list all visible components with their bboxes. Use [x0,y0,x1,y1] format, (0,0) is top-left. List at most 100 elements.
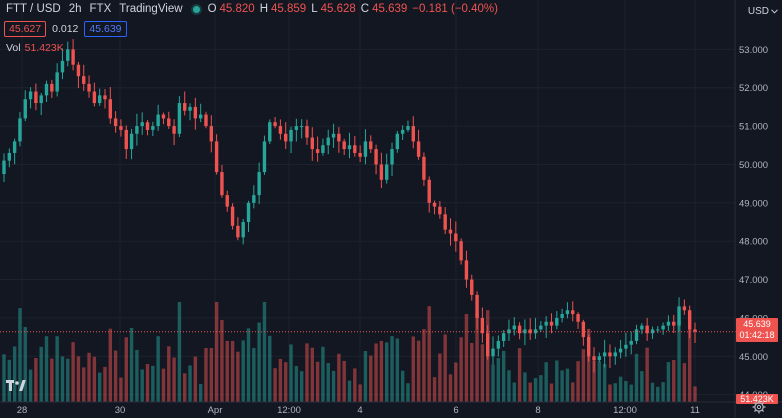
candle-body [284,133,288,142]
close-value: 45.639 [372,3,408,15]
volume-bar [337,353,341,402]
volume-bar [406,383,410,402]
currency-button[interactable]: USD [748,6,778,17]
volume-bar [470,343,474,402]
candle-body [230,206,235,226]
open-value: 45.820 [219,3,255,15]
candle-body [470,279,474,295]
volume-bar [533,378,538,402]
volume-bar [443,334,447,402]
last-price-value: 45.639 [743,319,771,329]
chevron-down-icon [771,9,778,14]
volume-bar [225,340,229,402]
candle-body [246,202,251,222]
volume-bar [432,377,437,402]
volume-bar [183,373,187,402]
volume-bar [656,386,660,402]
volume-bar [140,369,144,402]
symbol-title[interactable]: FTT / USD [6,3,61,15]
candle-body [337,133,341,142]
volume-bar [113,350,118,402]
candle-body [390,149,394,165]
volume-bar [39,346,43,402]
candle-body [448,229,453,234]
candle-body [262,141,267,173]
candle-body [533,329,538,334]
candle-body [76,64,81,77]
time-tick-label: Apr [208,405,223,416]
last-price-tag: 45.639 01:42:18 [736,318,778,342]
volume-bar [103,366,107,402]
volume-bar [640,371,644,402]
volume-bar [167,346,171,402]
candle-body [539,325,543,330]
price-axis[interactable]: 53.000 52.000 51.000 50.000 49.000 48.000 47.0… [734,0,768,418]
volume-bar [358,384,362,402]
candle-body [236,225,240,238]
volume-bar [193,356,198,402]
candle-body [528,329,532,334]
tradingview-logo-icon[interactable] [6,378,26,394]
low-label: L [311,3,318,15]
candle-body [687,310,692,330]
volume-bar [220,320,224,402]
candle-body [305,126,309,138]
volume-bar [438,353,442,402]
candle-body [294,126,299,130]
candle-body [369,141,373,150]
candle-body [549,321,554,326]
buy-button[interactable]: 45.639 [84,21,127,37]
gear-icon[interactable] [752,400,766,414]
volume-bar [369,355,373,402]
volume-bar [597,361,602,402]
volume-label: Vol [6,42,21,54]
spread-value: 0.012 [52,23,79,35]
candle-body [602,352,607,357]
time-axis[interactable]: 28 30 Apr 12:00 4 6 8 12:00 11 [0,401,782,416]
candle-body [39,95,43,104]
candle-body [422,156,426,180]
volume-bar [278,358,283,402]
interval-label[interactable]: 2h [68,3,82,15]
volume-bar [342,360,346,402]
candle-body [50,83,54,92]
sell-button[interactable]: 45.627 [4,21,47,37]
volume-bar [28,369,33,402]
candle-body [326,137,330,146]
candle-body [586,337,591,357]
candle-body [454,233,458,242]
open-label: O [207,3,217,15]
market-status-icon[interactable] [192,5,200,13]
volume-bar [459,337,463,402]
candle-body [167,118,171,127]
volume-bar [82,367,86,402]
candle-body [241,222,245,238]
volume-bar [87,352,91,402]
price-tick-label: 53.000 [739,45,768,56]
candle-body [347,145,352,150]
candle-body [427,179,431,203]
candle-body [640,325,644,330]
candle-body [613,352,617,357]
volume-bar [2,354,6,402]
volume-bar [454,362,458,402]
candlesticks [2,39,697,373]
candle-body [576,314,580,322]
candle-body [97,95,102,104]
candle-body [151,126,155,130]
volume-bar [55,336,59,402]
volume-bar [395,338,400,402]
time-tick-label: 28 [17,405,28,416]
volume-bar [66,358,70,402]
volume-bar [687,328,692,402]
price-tick-label: 47.000 [739,275,768,286]
volume-bar [379,340,384,402]
volume-bar [230,340,235,402]
candle-body [204,114,208,127]
volume-bar [347,380,352,402]
candle-body [257,172,261,196]
candle-body [507,329,511,334]
volume-legend: Vol 51.423K [6,42,64,54]
candle-body [512,325,516,330]
